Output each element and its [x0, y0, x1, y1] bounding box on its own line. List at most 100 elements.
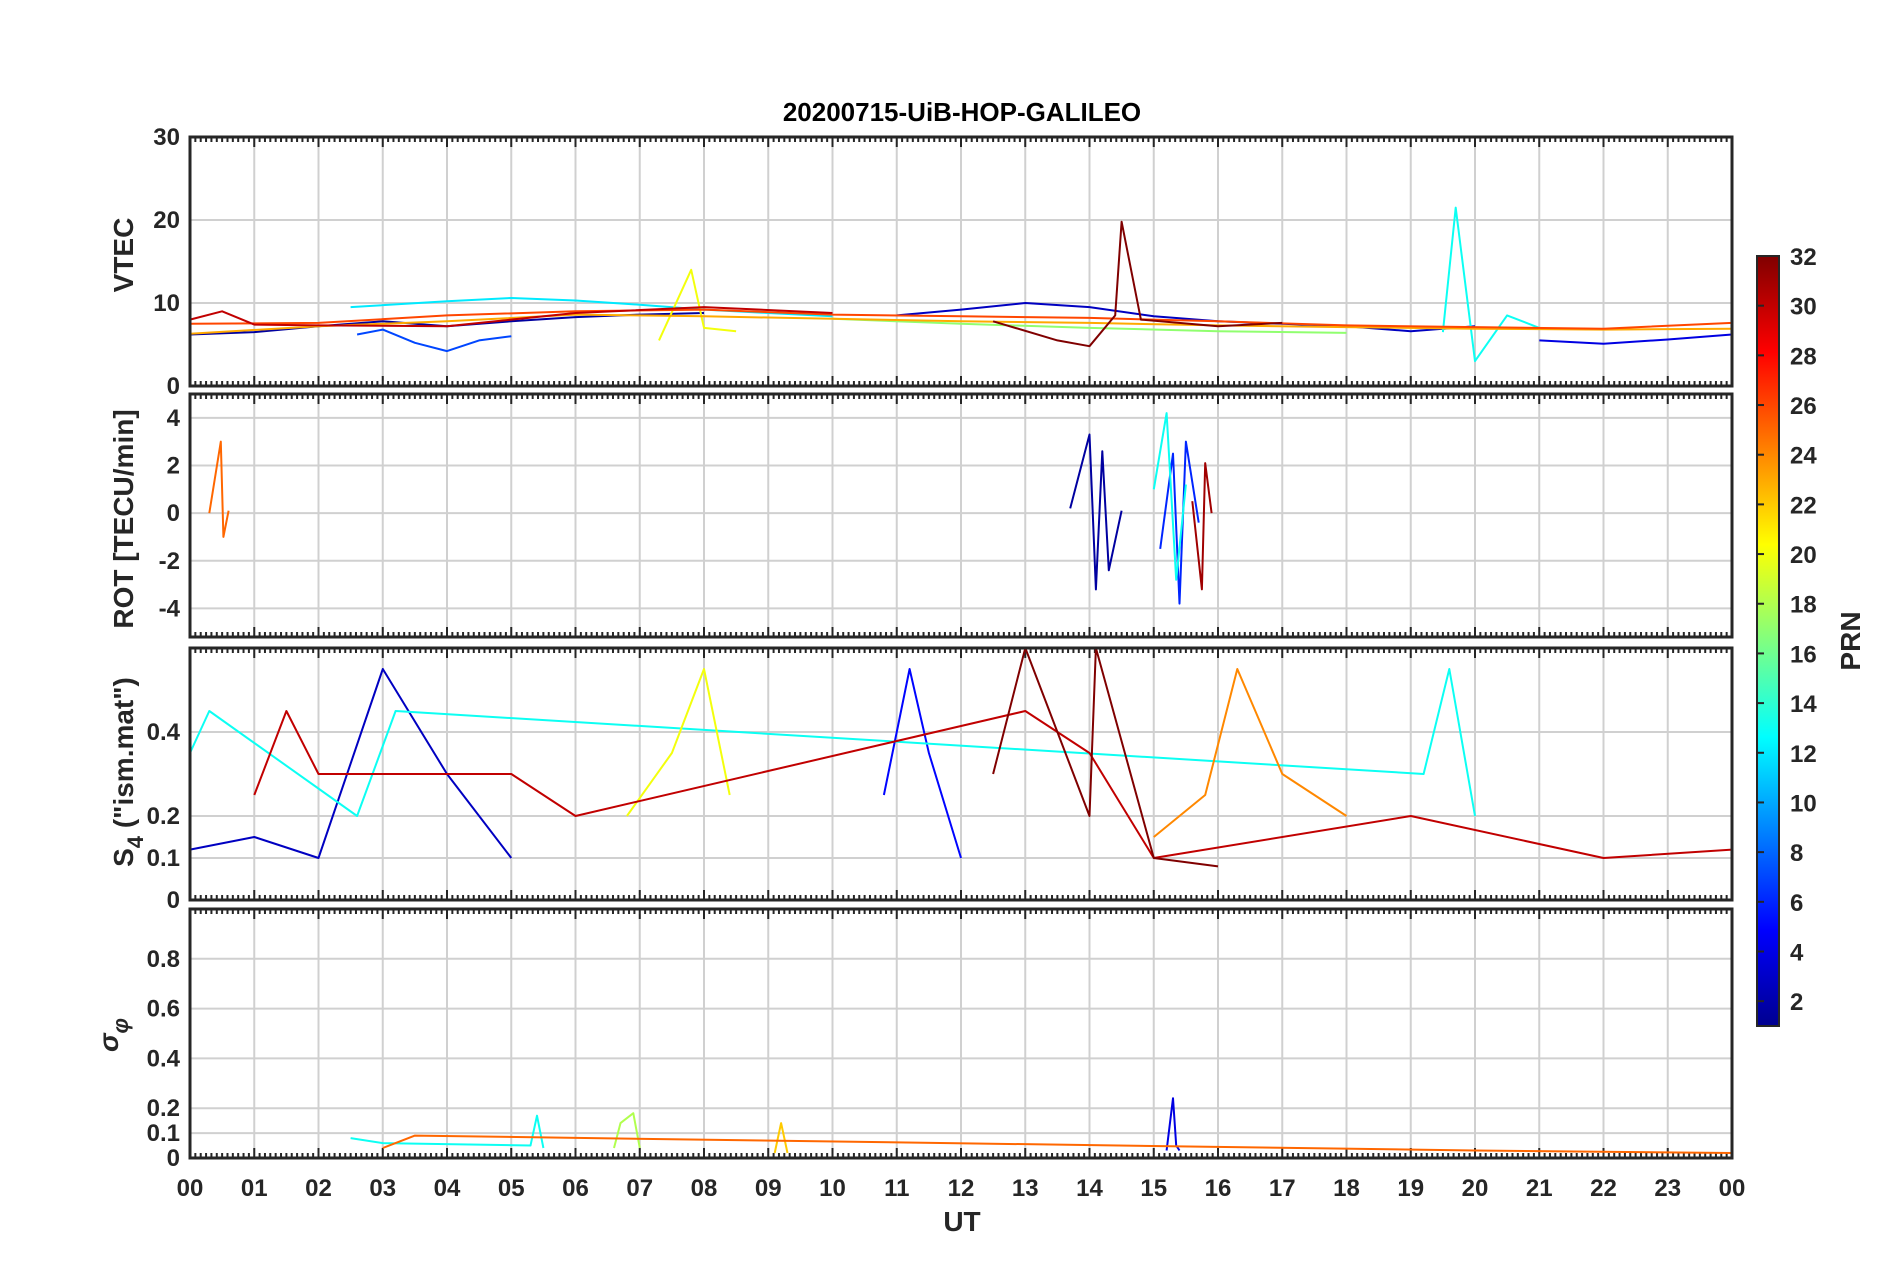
series-prn-25: [208, 440, 230, 538]
series-prn-13: [189, 668, 1476, 817]
axes-box: [188, 646, 1734, 902]
y-tick-label: 2: [167, 452, 180, 479]
chart-title: 20200715-UiB-HOP-GALILEO: [783, 97, 1141, 127]
x-tick-label: 05: [498, 1175, 525, 1202]
x-axis-ticks: 00 01 02 03 04 05 06 07 08 09 10 11 12 13 14 15 16 17 18 19…: [177, 1175, 1746, 1202]
axes-box: [188, 392, 1734, 639]
x-tick-label: 16: [1205, 1175, 1232, 1202]
x-tick-label: 04: [434, 1175, 461, 1202]
s4-ylabel-rest: ("ism.mat"): [108, 677, 139, 836]
series-prn-32: [992, 647, 1219, 868]
series-prn-4: [1165, 1097, 1181, 1152]
series-prn-5: [882, 668, 962, 859]
series-prn-17: [832, 317, 1347, 334]
series-prn-18: [613, 1112, 641, 1149]
y-tick-label: 10: [153, 290, 180, 317]
y-tick-label: 0.6: [147, 996, 180, 1023]
sigma-ylabel: σφ: [93, 1018, 133, 1052]
x-tick-label: 03: [369, 1175, 396, 1202]
series-prn-3: [189, 668, 513, 859]
x-tick-label: 10: [819, 1175, 846, 1202]
y-tick-label: 0: [167, 500, 180, 527]
series-prn-31: [1191, 462, 1213, 591]
colorbar-label: PRN: [1835, 611, 1866, 670]
s4-ylabel-main: S: [108, 848, 139, 867]
colorbar-tick-label: 6: [1790, 890, 1803, 917]
x-tick-label: 15: [1140, 1175, 1167, 1202]
series-prn-22: [773, 1122, 789, 1154]
colorbar-tick-label: 28: [1790, 343, 1817, 370]
series-prn-13: [1152, 412, 1187, 581]
colorbar-tick-label: 22: [1790, 492, 1817, 519]
series-prn-13: [350, 1114, 545, 1149]
colorbar-tick-label: 4: [1790, 939, 1804, 966]
x-tick-label: 02: [305, 1175, 332, 1202]
y-tick-label: 0.4: [147, 719, 181, 746]
series-prn-24: [1153, 668, 1348, 838]
x-tick-label: 09: [755, 1175, 782, 1202]
vtec-panel: 0 10 20 30: [153, 124, 1734, 400]
colorbar-tick-label: 12: [1790, 741, 1817, 768]
colorbar-tick-label: 30: [1790, 294, 1817, 321]
x-tick-label: 18: [1333, 1175, 1360, 1202]
x-tick-label: 19: [1397, 1175, 1424, 1202]
y-tick-label: 4: [167, 405, 181, 432]
y-tick-label: 0.1: [147, 845, 180, 872]
x-tick-label: 08: [691, 1175, 718, 1202]
series-prn-4: [1539, 333, 1733, 345]
sigma-phi-panel: 00.10.2 0.4 0.6 0.8: [147, 907, 1734, 1172]
x-tick-label: 23: [1654, 1175, 1681, 1202]
colorbar-tick-label: 32: [1790, 244, 1817, 271]
x-tick-label: 00: [1719, 1175, 1746, 1202]
rot-ylabel: ROT [TECU/min]: [108, 409, 139, 628]
series-prn-25: [382, 1134, 1733, 1154]
s4-ylabel-sub: 4: [123, 835, 148, 848]
series-prn-6: [1159, 440, 1200, 605]
x-tick-label: 00: [177, 1175, 204, 1202]
y-tick-label: 0: [167, 887, 180, 914]
series-prn-30: [253, 710, 1733, 859]
x-tick-label: 11: [884, 1175, 909, 1202]
y-tick-label: 20: [153, 207, 180, 234]
colorbar-tick-label: 18: [1790, 592, 1817, 619]
series-prn-20: [658, 268, 737, 341]
x-tick-label: 13: [1012, 1175, 1039, 1202]
y-tick-label: 0.1: [147, 1120, 180, 1147]
s4-panel: 0 0.1 0.2 0.4: [147, 646, 1734, 914]
colorbar-tick-label: 16: [1790, 641, 1817, 668]
x-tick-label: 01: [241, 1175, 268, 1202]
series-prn-13: [1441, 206, 1540, 363]
series-prn-23: [189, 313, 1733, 335]
y-tick-label: 0.2: [147, 1095, 180, 1122]
x-tick-label: 22: [1590, 1175, 1617, 1202]
series-prn-30: [189, 306, 833, 328]
x-tick-label: 20: [1462, 1175, 1489, 1202]
s4-ylabel: S4 ("ism.mat"): [108, 677, 148, 867]
colorbar-tick-label: 26: [1790, 393, 1817, 420]
colorbar-gradient: [1756, 255, 1780, 1027]
sigma-ylabel-sub: φ: [108, 1018, 133, 1033]
series-prn-32: [992, 220, 1283, 348]
colorbar-tick-label: 2: [1790, 989, 1803, 1016]
vtec-ylabel: VTEC: [108, 218, 139, 293]
rot-panel: -4 -2 0 2 4: [159, 392, 1734, 639]
colorbar-tick-label: 20: [1790, 542, 1817, 569]
y-tick-label: 0.4: [147, 1045, 181, 1072]
y-tick-label: 0.2: [147, 803, 180, 830]
x-tick-label: 06: [562, 1175, 589, 1202]
colorbar-tick-label: 24: [1790, 443, 1817, 470]
series-prn-2: [1069, 433, 1123, 591]
series-prn-3: [896, 302, 1476, 333]
x-axis-label: UT: [943, 1206, 980, 1237]
y-tick-label: 0.8: [147, 946, 180, 973]
y-tick-label: -4: [159, 595, 181, 622]
series-prn-7: [356, 328, 512, 353]
colorbar-tick-label: 8: [1790, 840, 1803, 867]
x-tick-label: 14: [1076, 1175, 1103, 1202]
axes-box: [188, 907, 1734, 1160]
colorbar-tick-label: 10: [1790, 790, 1817, 817]
x-tick-label: 17: [1269, 1175, 1296, 1202]
y-tick-label: -2: [159, 548, 180, 575]
